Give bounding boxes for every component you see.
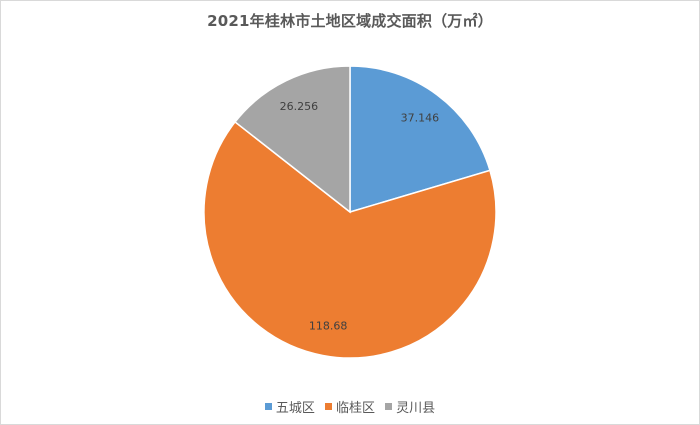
pie-slice-lingchuan xyxy=(234,65,351,214)
data-label-lingui: 118.68 xyxy=(309,320,348,333)
legend-swatch-lingui xyxy=(324,403,332,410)
pie-slice-wucheng xyxy=(349,65,491,214)
legend-label-lingui: 临桂区 xyxy=(335,401,375,416)
legend: 五城区 临桂区 灵川县 xyxy=(0,397,700,416)
legend-swatch-lingchuan xyxy=(385,403,393,410)
legend-swatch-wucheng xyxy=(264,403,272,410)
legend-item-lingchuan: 灵川县 xyxy=(385,397,435,416)
data-label-lingchuan: 26.256 xyxy=(280,100,319,113)
legend-item-lingui: 临桂区 xyxy=(324,397,375,416)
pie-slice-lingui xyxy=(203,120,497,359)
data-label-wucheng: 37.146 xyxy=(401,111,440,124)
legend-label-lingchuan: 灵川县 xyxy=(396,401,436,416)
legend-item-wucheng: 五城区 xyxy=(264,397,315,416)
legend-label-wucheng: 五城区 xyxy=(275,401,315,416)
chart-title: 2021年桂林市土地区域成交面积（万㎡） xyxy=(207,12,493,30)
